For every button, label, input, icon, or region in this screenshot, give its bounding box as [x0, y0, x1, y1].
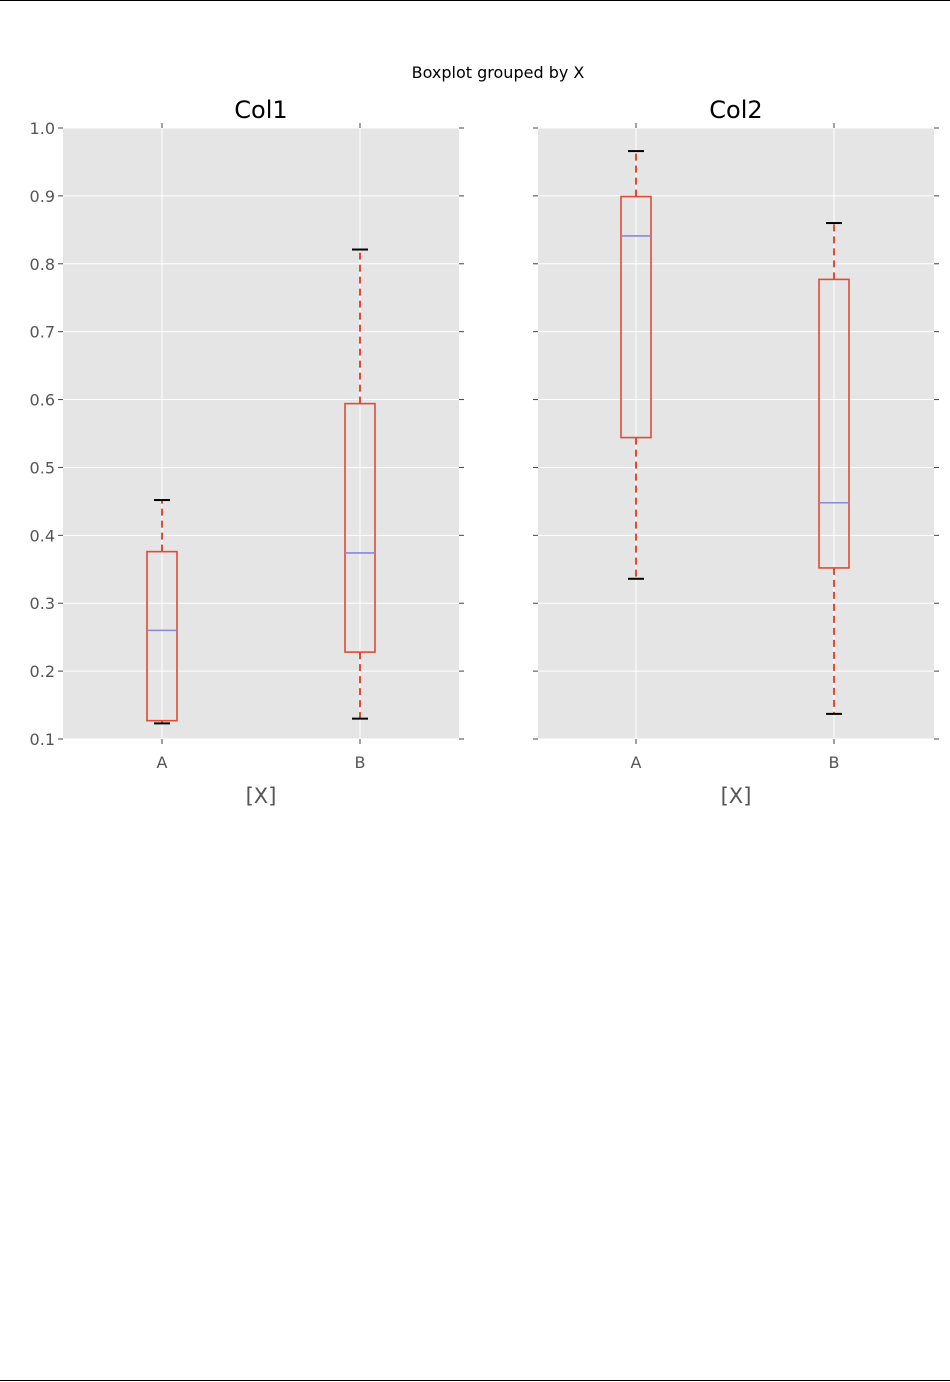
box-B [344, 248, 376, 720]
x-axis-label: [X] [246, 784, 277, 808]
y-tick-label: 0.1 [30, 730, 55, 749]
y-tick-label: 0.2 [30, 662, 55, 681]
box-iqr [620, 195, 652, 439]
bottom-rule [0, 1380, 950, 1381]
y-tick-label: 0.4 [30, 526, 55, 545]
y-tick-label: 1.0 [30, 119, 55, 138]
y-tick-label: 0.3 [30, 594, 55, 613]
box-B [818, 222, 850, 715]
subplot-title: Col2 [709, 96, 762, 124]
y-tick-label: 0.5 [30, 458, 55, 477]
x-tick-label: A [157, 753, 168, 772]
box-iqr [818, 278, 850, 569]
x-axis-label: [X] [721, 784, 752, 808]
plot-area [538, 128, 934, 739]
y-tick-label: 0.7 [30, 323, 55, 342]
box-A [146, 499, 178, 725]
subplot-title: Col1 [234, 96, 287, 124]
y-tick-label: 0.6 [30, 391, 55, 410]
x-tick-label: A [631, 753, 642, 772]
y-tick-label: 0.8 [30, 255, 55, 274]
subplot-panels: 0.10.20.30.40.50.60.70.80.91.0A BCol1[X]A… [30, 96, 939, 808]
plot-area [63, 128, 459, 739]
subplot-1: 0.1 0.2 0.3 0.4 0.5 0.6 0.7 0.8 0.9 1.0 A B Col1 [X] [30, 96, 464, 808]
box-A [620, 150, 652, 580]
box-iqr [146, 550, 178, 722]
figure-suptitle: Boxplot grouped by X [412, 63, 585, 82]
x-tick-label: B [355, 753, 366, 772]
y-tick-label: 0.9 [30, 187, 55, 206]
x-tick-label: B [829, 753, 840, 772]
subplot-2: A B Col2 [X] [533, 96, 939, 808]
top-rule [0, 0, 950, 1]
box-iqr [344, 402, 376, 653]
